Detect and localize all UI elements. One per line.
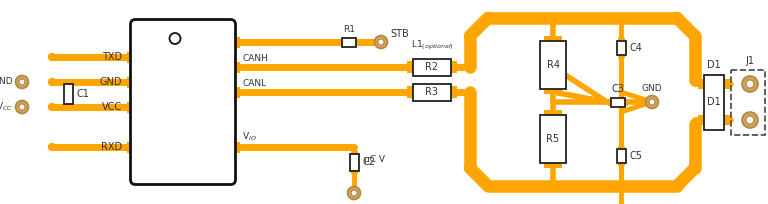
Circle shape: [649, 99, 655, 105]
Bar: [724, 115, 730, 125]
Bar: [451, 86, 457, 98]
Text: J1: J1: [746, 57, 754, 67]
Text: C3: C3: [611, 83, 624, 93]
Bar: [540, 115, 566, 163]
Text: GND: GND: [642, 84, 662, 93]
Text: V$_{IO}$: V$_{IO}$: [243, 131, 257, 143]
Bar: [698, 115, 704, 125]
Bar: [64, 84, 72, 104]
Bar: [617, 146, 624, 149]
Text: C4: C4: [630, 43, 642, 53]
Text: TXD: TXD: [102, 52, 123, 62]
Bar: [356, 39, 361, 45]
Bar: [127, 142, 135, 153]
Bar: [407, 86, 413, 98]
Bar: [698, 79, 704, 89]
Bar: [704, 74, 724, 130]
Circle shape: [48, 103, 55, 111]
Bar: [617, 149, 625, 163]
Text: VCC: VCC: [102, 102, 123, 112]
Bar: [350, 151, 357, 153]
Circle shape: [15, 75, 28, 89]
Text: STB: STB: [390, 29, 409, 39]
Text: CANL: CANL: [243, 79, 266, 88]
Circle shape: [19, 79, 25, 85]
Text: μC V: μC V: [364, 155, 385, 164]
Bar: [230, 86, 240, 98]
Bar: [625, 99, 628, 105]
Bar: [230, 142, 240, 153]
Bar: [65, 81, 71, 84]
Text: GND: GND: [100, 77, 123, 87]
Circle shape: [375, 35, 388, 49]
Circle shape: [746, 80, 754, 88]
Bar: [342, 38, 356, 47]
Circle shape: [351, 190, 357, 196]
Text: GND: GND: [0, 78, 13, 86]
Text: CANH: CANH: [243, 54, 268, 63]
Bar: [127, 102, 135, 112]
Circle shape: [15, 101, 28, 113]
Bar: [540, 41, 566, 89]
Bar: [611, 98, 625, 106]
Bar: [230, 61, 240, 72]
Bar: [127, 76, 135, 88]
Text: D1: D1: [707, 60, 721, 70]
Text: L1$_{(optional)}$: L1$_{(optional)}$: [411, 38, 453, 51]
Circle shape: [19, 104, 25, 110]
Bar: [544, 163, 562, 168]
Text: C1: C1: [77, 89, 89, 99]
Text: C5: C5: [630, 151, 643, 161]
Bar: [544, 36, 562, 41]
Bar: [413, 83, 451, 101]
Bar: [617, 55, 624, 58]
Text: D1: D1: [707, 97, 721, 107]
Bar: [407, 61, 413, 73]
Bar: [617, 38, 624, 41]
Text: R5: R5: [547, 134, 560, 144]
Bar: [724, 79, 730, 89]
Bar: [350, 171, 357, 173]
Text: R4: R4: [547, 60, 560, 70]
Bar: [617, 41, 625, 55]
Circle shape: [48, 79, 55, 85]
Circle shape: [742, 112, 758, 128]
Bar: [65, 104, 71, 107]
Bar: [349, 153, 359, 171]
Text: C2: C2: [362, 157, 376, 167]
Text: R2: R2: [425, 62, 439, 72]
Text: R1: R1: [343, 24, 355, 33]
Circle shape: [170, 33, 180, 44]
Text: R3: R3: [425, 87, 439, 97]
Bar: [608, 99, 611, 105]
Bar: [451, 61, 457, 73]
Bar: [413, 59, 451, 75]
Bar: [544, 110, 562, 115]
Bar: [731, 70, 765, 134]
Bar: [617, 163, 624, 166]
Circle shape: [742, 76, 758, 92]
Circle shape: [48, 143, 55, 151]
Text: RXD: RXD: [101, 142, 123, 152]
Bar: [230, 37, 240, 48]
Circle shape: [645, 95, 658, 109]
Text: V$_{CC}$: V$_{CC}$: [0, 101, 13, 113]
Bar: [337, 39, 342, 45]
Circle shape: [347, 186, 360, 200]
Bar: [544, 89, 562, 94]
Circle shape: [48, 53, 55, 61]
Circle shape: [746, 116, 754, 124]
FancyBboxPatch shape: [131, 20, 236, 184]
Bar: [127, 51, 135, 62]
Circle shape: [378, 39, 384, 45]
